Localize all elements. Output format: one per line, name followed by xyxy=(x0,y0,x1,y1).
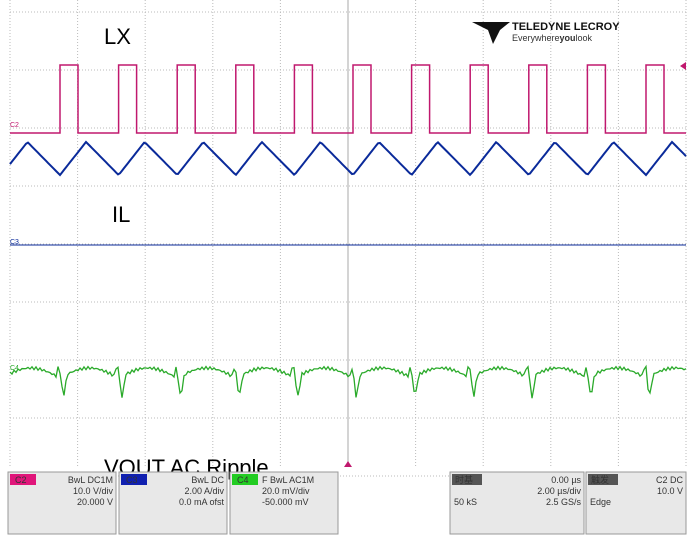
trigger-title: 触发 xyxy=(591,474,609,485)
label-lx: LX xyxy=(104,24,131,49)
ch4-coupling: F BwL AC1M xyxy=(262,475,314,485)
ch2-coupling: BwL DC1M xyxy=(68,475,113,485)
label-il: IL xyxy=(112,202,130,227)
ch4-badge xyxy=(232,474,258,485)
ch2-badge xyxy=(10,474,36,485)
timebase-rate: 2.5 GS/s xyxy=(546,497,582,507)
logo-tagline: Everywhereyoulook xyxy=(512,33,593,43)
marker-c4: C4 xyxy=(10,365,19,372)
marker-c3: C3 xyxy=(10,239,19,246)
vout-trace xyxy=(9,364,687,399)
lx-trace xyxy=(10,64,686,134)
trigger-source: C2 DC xyxy=(656,475,684,485)
status-bar: C2 BwL DC1M 10.0 V/div 20.000 V C3 BwL D… xyxy=(7,471,687,535)
screen-bg xyxy=(0,0,690,468)
tag-b: you xyxy=(560,33,576,43)
timebase-samples: 50 kS xyxy=(454,497,477,507)
ch4-name: C4 xyxy=(237,475,249,485)
ch2-scale: 10.0 V/div xyxy=(73,486,114,496)
logo-icon xyxy=(472,22,510,44)
il-trace xyxy=(9,140,687,177)
logo-brand: TELEDYNE LECROY xyxy=(512,21,620,33)
trigger-marker xyxy=(680,62,686,70)
ch2-name: C2 xyxy=(15,475,27,485)
ch4-offset: -50.000 mV xyxy=(262,497,309,507)
ch4-scale: 20.0 mV/div xyxy=(262,486,310,496)
timebase-badge xyxy=(452,474,482,485)
timebase-title: 时基 xyxy=(455,474,473,485)
ch3-name: C3 xyxy=(126,475,138,485)
tag-c: look xyxy=(576,33,593,43)
trigger-level: 10.0 V xyxy=(657,486,683,496)
marker-c2: C2 xyxy=(10,122,19,129)
timebase-delay: 0.00 µs xyxy=(551,475,581,485)
trigger-badge xyxy=(588,474,618,485)
ch3-badge xyxy=(121,474,147,485)
ch3-coupling: BwL DC xyxy=(191,475,224,485)
tag-a: Everywhere xyxy=(512,33,560,43)
timebase-scale: 2.00 µs/div xyxy=(537,486,581,496)
trigger-time-marker xyxy=(344,461,352,467)
trigger-mode: Edge xyxy=(590,497,611,507)
ch3-offset: 0.0 mA ofst xyxy=(179,497,225,507)
ch3-scale: 2.00 A/div xyxy=(184,486,224,496)
ch2-offset: 20.000 V xyxy=(77,497,113,507)
